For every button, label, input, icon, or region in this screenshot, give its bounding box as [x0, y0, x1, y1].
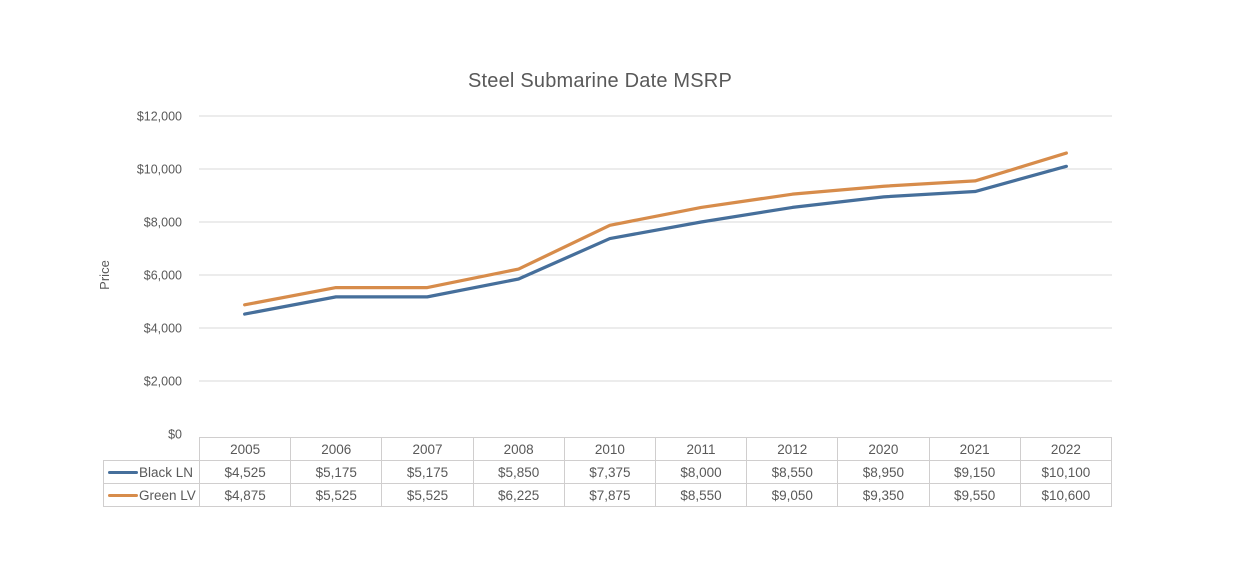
year-header-cell: 2010 — [563, 437, 656, 461]
value-cell: $7,375 — [563, 460, 656, 484]
value-cell: $10,600 — [1019, 483, 1113, 507]
data-table-body: Black LN $4,525 $5,175 $5,175 $5,850 $7,375 $8… — [103, 460, 1113, 507]
value-cell: $4,525 — [198, 460, 292, 484]
year-header-cell: 2007 — [381, 437, 474, 461]
chart-title: Steel Submarine Date MSRP — [467, 70, 732, 92]
y-tick-label: $6,000 — [144, 269, 182, 283]
value-cell: $9,550 — [928, 483, 1021, 507]
value-cell: $5,525 — [381, 483, 474, 507]
year-header-cell: 2011 — [654, 437, 748, 461]
data-table-header: 2005 2006 2007 2008 2010 2011 2012 2020 2021 2022 — [104, 437, 1113, 461]
y-tick-label: $0 — [168, 428, 182, 442]
year-header-cell: 2022 — [1019, 437, 1113, 461]
table-header-row: 2005 2006 2007 2008 2010 2011 2012 2020 2021 2022 — [104, 437, 1113, 461]
table-corner-cell — [104, 438, 200, 461]
value-cell: $6,225 — [472, 483, 565, 507]
y-tick-label: $12,000 — [137, 110, 182, 124]
year-header-cell: 2012 — [746, 437, 839, 461]
series-line-green-lv — [243, 151, 1068, 307]
year-header-cell: 2020 — [837, 437, 930, 461]
value-cell: $7,875 — [563, 483, 656, 507]
table-row-black-ln: Black LN $4,525 $5,175 $5,175 $5,850 $7,375 $8… — [103, 460, 1113, 484]
y-axis-title: Price — [97, 260, 112, 290]
y-tick-label: $4,000 — [144, 322, 182, 336]
value-cell: $9,050 — [746, 483, 839, 507]
year-header-cell: 2021 — [928, 437, 1021, 461]
series-line-black-ln — [243, 164, 1068, 316]
chart-data-table: 2005 2006 2007 2008 2010 2011 2012 2020 2021 2022… — [103, 437, 1113, 507]
value-cell: $9,150 — [928, 460, 1021, 484]
legend-label-cell: Green LV — [103, 483, 200, 507]
value-cell: $10,100 — [1019, 460, 1113, 484]
value-cell: $8,000 — [654, 460, 748, 484]
value-cell: $5,525 — [290, 483, 383, 507]
year-header-cell: 2006 — [290, 437, 383, 461]
legend-swatch-icon — [108, 494, 138, 498]
y-tick-label: $8,000 — [144, 216, 182, 230]
y-tick-label: $10,000 — [137, 163, 182, 177]
table-row-green-lv: Green LV $4,875 $5,525 $5,525 $6,225 $7,875 $8… — [103, 483, 1113, 507]
value-cell: $8,550 — [746, 460, 839, 484]
legend-label-cell: Black LN — [103, 460, 200, 484]
value-cell: $5,175 — [290, 460, 383, 484]
year-header-cell: 2005 — [198, 437, 292, 461]
legend-swatch-icon — [108, 471, 138, 475]
value-cell: $8,950 — [837, 460, 930, 484]
value-cell: $9,350 — [837, 483, 930, 507]
value-cell: $5,175 — [381, 460, 474, 484]
y-tick-label: $2,000 — [144, 375, 182, 389]
value-cell: $5,850 — [472, 460, 565, 484]
year-header-cell: 2008 — [472, 437, 565, 461]
value-cell: $8,550 — [654, 483, 748, 507]
value-cell: $4,875 — [198, 483, 292, 507]
